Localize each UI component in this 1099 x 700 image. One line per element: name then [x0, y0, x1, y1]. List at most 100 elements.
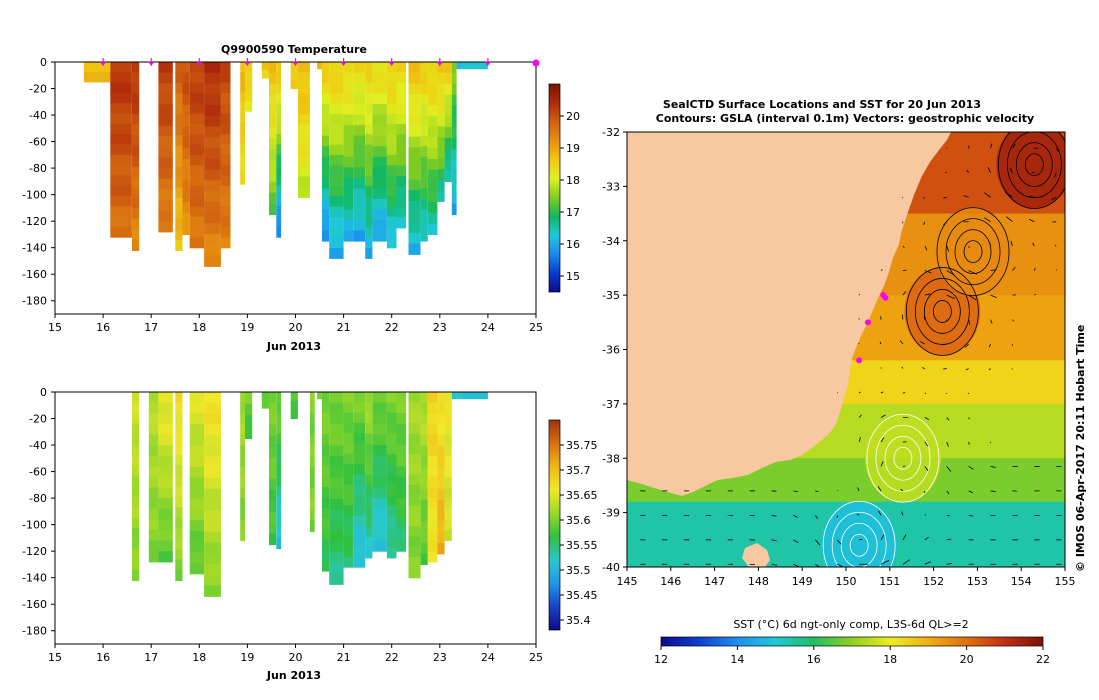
profile-cell [132, 496, 140, 508]
profile-cell [420, 167, 428, 179]
sst-colorbar-tick-label: 16 [807, 653, 821, 666]
profile-cell [148, 498, 159, 510]
profile-cell [204, 499, 221, 511]
profile-cell [437, 115, 445, 127]
velocity-vector [879, 341, 882, 345]
profile-cell [427, 94, 438, 106]
profile-cell [437, 72, 445, 84]
profile-cell [110, 165, 132, 176]
profile-cell [343, 230, 354, 242]
profile-cell [427, 434, 438, 446]
profile-cell [204, 574, 221, 587]
profile-cell [148, 551, 159, 563]
profile-cell [329, 520, 344, 532]
profile-cell [444, 434, 452, 446]
profile-cell [189, 520, 205, 532]
profile-cell [353, 220, 366, 232]
profile-cell [158, 466, 173, 478]
profile-cell [343, 484, 354, 496]
profile-cell [148, 487, 159, 499]
velocity-vector [1009, 167, 1013, 173]
profile-cell [386, 474, 397, 486]
profile-cell [276, 496, 282, 508]
profile-cell [240, 92, 245, 104]
profile-cell [269, 413, 277, 426]
profile-cell [269, 203, 277, 216]
profile-cell [132, 392, 140, 404]
profile-cell [343, 505, 354, 517]
profile-cell [158, 62, 173, 74]
lon-tick-label: 148 [748, 575, 769, 588]
lon-tick-label: 147 [704, 575, 725, 588]
temperature-section-panel: Q9900590 Temperature 0 -20 -40 -60 -80 -100 -1… [22, 43, 580, 353]
profile-cell [396, 402, 407, 414]
profile-cell [343, 220, 354, 232]
profile-cell [437, 62, 445, 74]
profile-cell [437, 435, 445, 447]
profile-cell [204, 542, 221, 554]
velocity-vector [983, 192, 991, 198]
velocity-vector [924, 270, 932, 274]
velocity-vector [902, 245, 905, 248]
profile-cell [353, 156, 366, 168]
profile-cell [420, 93, 428, 105]
profile-cell [420, 542, 428, 555]
gsla-contour [1015, 142, 1053, 188]
velocity-vector [990, 466, 996, 468]
profile-cell [372, 93, 387, 105]
profile-cell [189, 552, 205, 564]
profile-cell [276, 72, 282, 84]
profile-cell [365, 423, 373, 435]
profile-cell [204, 234, 221, 246]
profile-cell [240, 143, 245, 155]
profile-cell [276, 465, 282, 476]
profile-cell [175, 433, 183, 445]
profile-cell [420, 146, 428, 158]
profile-cell [386, 216, 397, 228]
profile-cell [396, 466, 407, 478]
profile-cell [148, 540, 159, 552]
profile-cell [322, 167, 330, 179]
profile-cell [276, 154, 282, 166]
profile-cell [182, 223, 190, 235]
profile-cell [427, 476, 438, 489]
sst-eddy [864, 414, 941, 503]
profile-cell [365, 443, 373, 455]
profile-cell [158, 413, 173, 425]
profile-cell [220, 62, 231, 73]
profile-cell [365, 62, 373, 73]
lat-tick-label: -37 [602, 398, 620, 411]
velocity-vector [988, 343, 991, 348]
profile-cell [353, 104, 366, 116]
profile-cell [158, 83, 173, 95]
profile-cell [386, 506, 397, 517]
profile-cell [365, 72, 373, 84]
profile-cell [408, 443, 421, 455]
velocity-vector [771, 514, 777, 517]
colorbar-tick-label: 35.45 [566, 589, 598, 602]
profile-cell [245, 426, 253, 439]
velocity-vector [943, 368, 947, 370]
velocity-vector [941, 343, 947, 346]
profile-cell [372, 135, 387, 147]
velocity-vector [946, 563, 953, 565]
salinity-x-axis: 15 16 17 18 19 20 21 22 23 24 25 [48, 644, 543, 664]
profile-cell [343, 412, 354, 424]
profile-cell [343, 146, 354, 158]
profile-cell [204, 72, 221, 85]
velocity-vector [923, 316, 926, 320]
x-tick-label: 21 [337, 321, 351, 334]
profile-cell [182, 191, 190, 203]
coastline-land [627, 132, 951, 496]
profile-cell [343, 177, 354, 189]
profile-cell [269, 533, 277, 546]
profile-cell [444, 148, 452, 161]
profile-cell [175, 475, 183, 487]
lon-tick-label: 154 [1011, 575, 1032, 588]
profile-cell [427, 180, 438, 192]
seal-location-dot [864, 319, 871, 326]
profile-cell [204, 115, 221, 128]
lon-tick-label: 153 [967, 575, 988, 588]
seal-location-dot [882, 294, 889, 301]
profile-cell [396, 508, 407, 520]
